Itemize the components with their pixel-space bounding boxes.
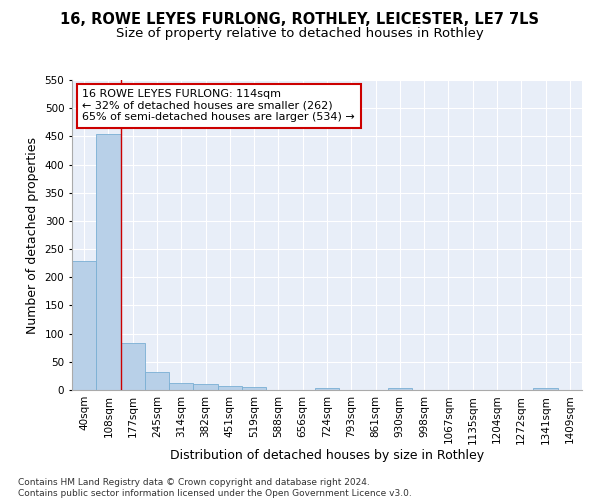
Bar xyxy=(72,262,96,390)
Bar xyxy=(315,388,339,390)
Bar xyxy=(242,387,266,390)
Y-axis label: Number of detached properties: Number of detached properties xyxy=(26,136,39,334)
Text: Contains HM Land Registry data © Crown copyright and database right 2024.
Contai: Contains HM Land Registry data © Crown c… xyxy=(18,478,412,498)
X-axis label: Distribution of detached houses by size in Rothley: Distribution of detached houses by size … xyxy=(170,449,484,462)
Bar xyxy=(145,372,169,390)
Text: Size of property relative to detached houses in Rothley: Size of property relative to detached ho… xyxy=(116,28,484,40)
Bar xyxy=(388,388,412,390)
Bar xyxy=(121,343,145,390)
Bar xyxy=(533,388,558,390)
Text: 16, ROWE LEYES FURLONG, ROTHLEY, LEICESTER, LE7 7LS: 16, ROWE LEYES FURLONG, ROTHLEY, LEICEST… xyxy=(61,12,539,28)
Bar xyxy=(96,134,121,390)
Bar xyxy=(218,386,242,390)
Bar xyxy=(193,384,218,390)
Text: 16 ROWE LEYES FURLONG: 114sqm
← 32% of detached houses are smaller (262)
65% of : 16 ROWE LEYES FURLONG: 114sqm ← 32% of d… xyxy=(82,90,355,122)
Bar xyxy=(169,382,193,390)
